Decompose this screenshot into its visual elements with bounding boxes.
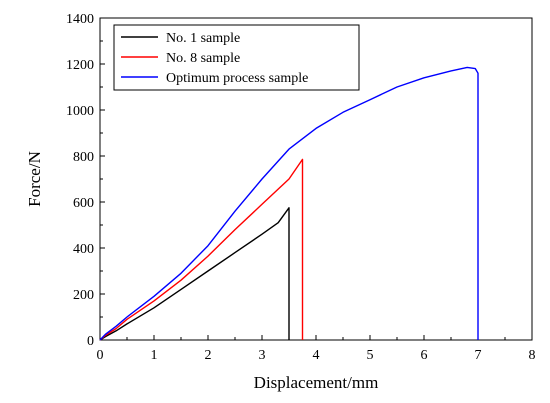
y-tick-label: 1400 [66, 12, 94, 27]
legend-label-2: No. 8 sample [166, 51, 240, 66]
legend-items: No. 1 sample No. 8 sample Optimum process … [121, 31, 308, 86]
series-line-3 [99, 66, 479, 341]
y-tick-label: 400 [73, 242, 94, 257]
y-tick-label: 600 [73, 196, 94, 211]
x-tick-label: 2 [205, 348, 212, 363]
x-tick-label: 7 [475, 348, 482, 363]
y-tick-label: 1200 [66, 58, 94, 73]
x-tick-label: 8 [529, 348, 536, 363]
y-axis-label: Force/N [25, 151, 44, 207]
series-line-2 [99, 158, 304, 341]
y-tick-label: 200 [73, 288, 94, 303]
axis-ticks: 0 1 2 3 4 5 6 7 8 0 200 400 600 800 1000 1200 1400 [66, 12, 536, 363]
y-tick-label: 0 [87, 334, 94, 349]
x-tick-label: 6 [421, 348, 428, 363]
legend-label-3: Optimum process sample [166, 71, 308, 86]
x-tick-label: 5 [367, 348, 374, 363]
legend: No. 1 sample No. 8 sample Optimum process … [113, 24, 360, 91]
x-axis-label: Displacement/mm [254, 373, 379, 392]
y-tick-label: 800 [73, 150, 94, 165]
y-tick-label: 1000 [66, 104, 94, 119]
x-tick-label: 3 [259, 348, 266, 363]
series-lines [99, 66, 479, 341]
legend-label-1: No. 1 sample [166, 31, 240, 46]
series-line-1 [99, 207, 290, 341]
x-tick-label: 4 [313, 348, 320, 363]
x-tick-label: 1 [151, 348, 158, 363]
x-tick-label: 0 [97, 348, 104, 363]
